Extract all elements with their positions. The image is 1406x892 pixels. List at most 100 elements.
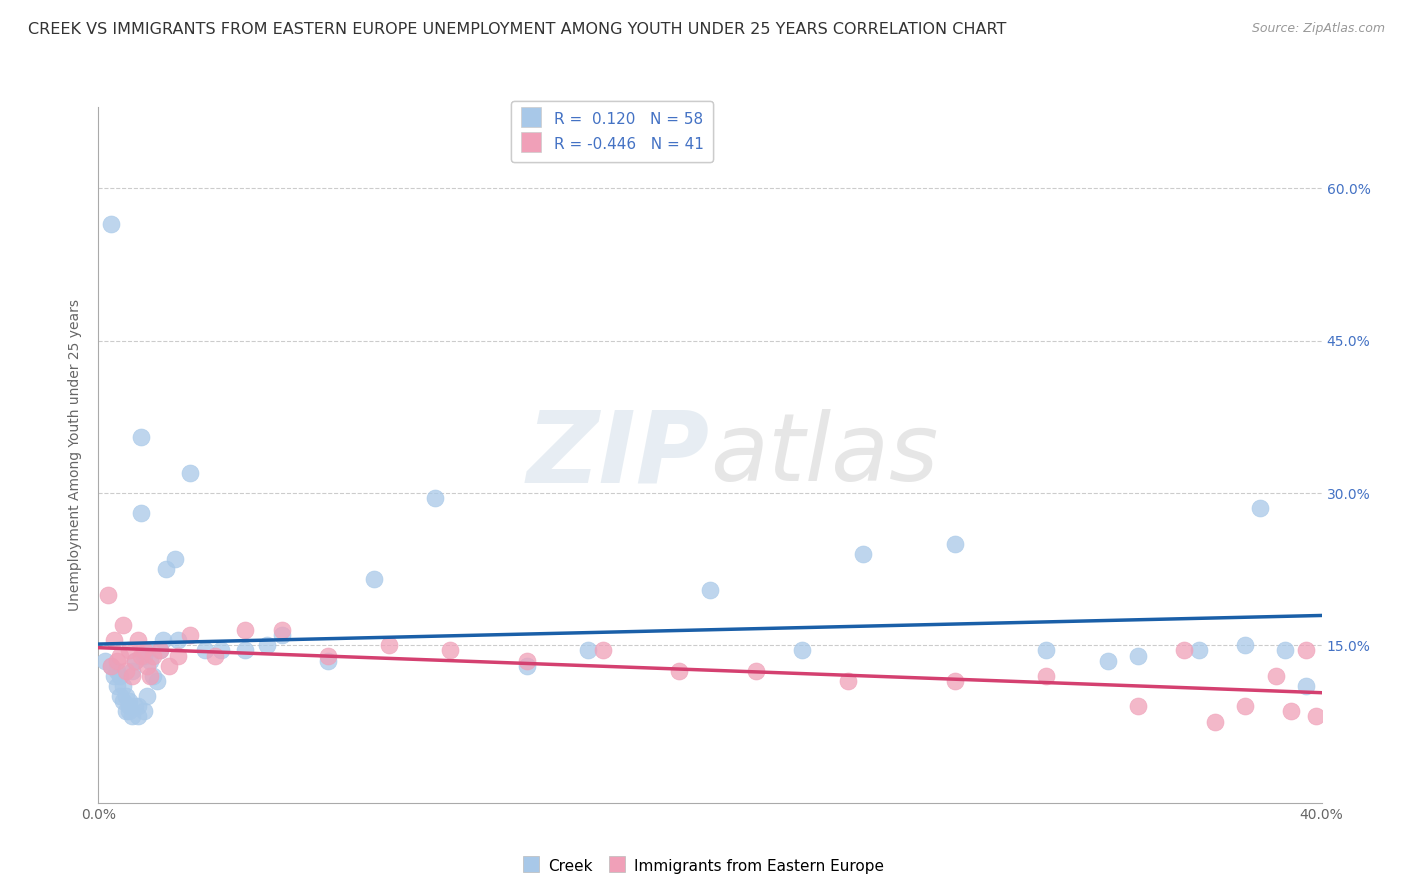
Point xyxy=(155,562,177,576)
Point xyxy=(439,643,461,657)
Point xyxy=(118,705,141,719)
Point xyxy=(152,633,174,648)
Point xyxy=(363,572,385,586)
Point xyxy=(233,643,256,657)
Point xyxy=(124,654,146,668)
Point xyxy=(108,648,131,663)
Point xyxy=(179,628,201,642)
Point xyxy=(1188,643,1211,657)
Point xyxy=(127,709,149,723)
Point xyxy=(103,633,125,648)
Point xyxy=(127,699,149,714)
Point xyxy=(105,664,128,678)
Point xyxy=(316,654,339,668)
Point xyxy=(149,643,172,657)
Point xyxy=(115,664,138,678)
Point xyxy=(134,643,156,657)
Point xyxy=(139,669,162,683)
Point xyxy=(136,643,159,657)
Point xyxy=(1295,679,1317,693)
Point xyxy=(1035,643,1057,657)
Point xyxy=(1274,643,1296,657)
Point xyxy=(745,664,768,678)
Point xyxy=(157,658,180,673)
Point xyxy=(256,639,278,653)
Point xyxy=(1097,654,1119,668)
Point xyxy=(142,669,165,683)
Point xyxy=(1295,643,1317,657)
Point xyxy=(134,648,156,663)
Point xyxy=(142,648,165,663)
Point xyxy=(378,639,401,653)
Point xyxy=(105,679,128,693)
Point xyxy=(423,491,446,505)
Point xyxy=(270,628,292,642)
Point xyxy=(103,669,125,683)
Text: atlas: atlas xyxy=(710,409,938,500)
Point xyxy=(179,466,201,480)
Point xyxy=(105,654,128,668)
Point xyxy=(1234,639,1257,653)
Point xyxy=(111,679,134,693)
Point xyxy=(124,654,146,668)
Point xyxy=(167,648,190,663)
Point xyxy=(1128,699,1150,714)
Point xyxy=(129,430,152,444)
Point xyxy=(668,664,690,678)
Point xyxy=(1035,669,1057,683)
Point xyxy=(1305,709,1327,723)
Text: ZIP: ZIP xyxy=(527,407,710,503)
Text: Source: ZipAtlas.com: Source: ZipAtlas.com xyxy=(1251,22,1385,36)
Point xyxy=(121,664,143,678)
Point xyxy=(316,648,339,663)
Point xyxy=(124,699,146,714)
Point xyxy=(136,658,159,673)
Point xyxy=(1234,699,1257,714)
Point xyxy=(118,694,141,708)
Point xyxy=(516,658,538,673)
Y-axis label: Unemployment Among Youth under 25 years: Unemployment Among Youth under 25 years xyxy=(69,299,83,611)
Point xyxy=(108,689,131,703)
Point xyxy=(194,643,217,657)
Point xyxy=(100,658,122,673)
Legend: R =  0.120   N = 58, R = -0.446   N = 41: R = 0.120 N = 58, R = -0.446 N = 41 xyxy=(512,101,713,162)
Point xyxy=(233,623,256,637)
Point xyxy=(516,654,538,668)
Point xyxy=(118,699,141,714)
Point xyxy=(127,633,149,648)
Legend: Creek, Immigrants from Eastern Europe: Creek, Immigrants from Eastern Europe xyxy=(516,852,890,880)
Point xyxy=(129,506,152,520)
Point xyxy=(115,689,138,703)
Point xyxy=(1279,705,1302,719)
Point xyxy=(136,689,159,703)
Point xyxy=(121,709,143,723)
Point xyxy=(97,588,120,602)
Point xyxy=(115,705,138,719)
Point xyxy=(163,552,186,566)
Point xyxy=(111,694,134,708)
Point xyxy=(576,643,599,657)
Point xyxy=(837,673,859,688)
Point xyxy=(204,648,226,663)
Point xyxy=(852,547,875,561)
Text: CREEK VS IMMIGRANTS FROM EASTERN EUROPE UNEMPLOYMENT AMONG YOUTH UNDER 25 YEARS : CREEK VS IMMIGRANTS FROM EASTERN EUROPE … xyxy=(28,22,1007,37)
Point xyxy=(1128,648,1150,663)
Point xyxy=(100,217,122,231)
Point xyxy=(134,705,156,719)
Point xyxy=(100,658,122,673)
Point xyxy=(270,623,292,637)
Point xyxy=(121,669,143,683)
Point xyxy=(139,654,162,668)
Point xyxy=(1204,714,1226,729)
Point xyxy=(149,643,172,657)
Point xyxy=(167,633,190,648)
Point xyxy=(209,643,232,657)
Point xyxy=(1249,501,1271,516)
Point xyxy=(129,648,152,663)
Point xyxy=(118,643,141,657)
Point xyxy=(943,537,966,551)
Point xyxy=(111,618,134,632)
Point xyxy=(943,673,966,688)
Point xyxy=(145,673,167,688)
Point xyxy=(592,643,614,657)
